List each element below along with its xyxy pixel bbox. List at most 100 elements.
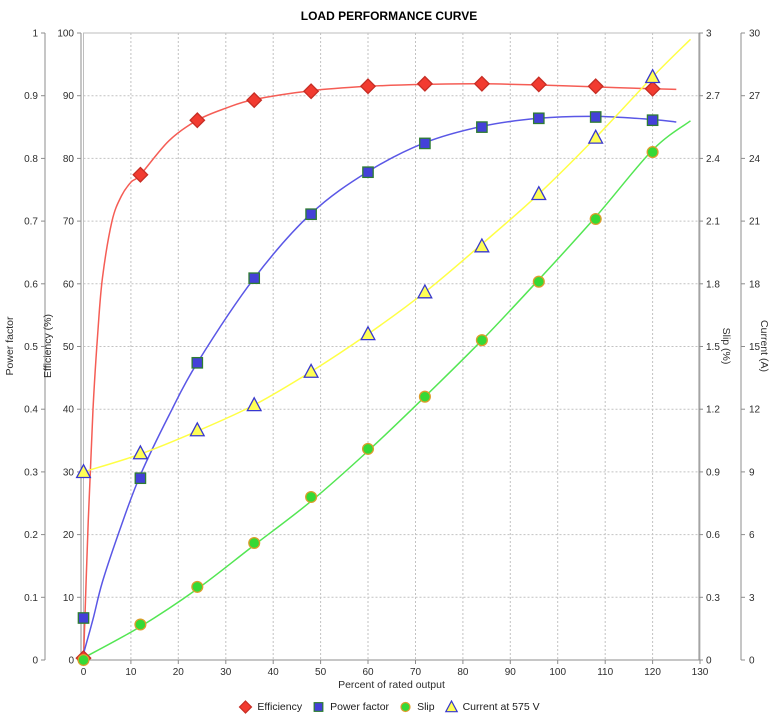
slip-marker bbox=[134, 618, 147, 631]
svg-text:80: 80 bbox=[457, 667, 469, 678]
slip-marker bbox=[361, 442, 375, 455]
current-at-575-v-marker bbox=[473, 237, 490, 253]
power-factor-marker bbox=[532, 112, 545, 125]
slip-marker bbox=[77, 653, 90, 667]
svg-text:0.2: 0.2 bbox=[24, 530, 38, 541]
svg-text:0.4: 0.4 bbox=[24, 405, 38, 416]
axis-slip: 0 0.3 0.6 0.9 1.2 1.5 1.8 2.1 2.4 2.7 3 bbox=[698, 29, 720, 667]
efficiency-marker bbox=[530, 76, 547, 93]
svg-text:10: 10 bbox=[125, 667, 137, 678]
current-at-575-v-marker bbox=[189, 421, 206, 437]
svg-text:0: 0 bbox=[32, 656, 38, 667]
axis-title-slip: Slip (%) bbox=[720, 327, 732, 365]
legend-label-slip: Slip bbox=[417, 701, 435, 713]
svg-text:0.8: 0.8 bbox=[24, 154, 38, 165]
svg-text:0.6: 0.6 bbox=[24, 279, 38, 290]
slip-marker bbox=[646, 146, 659, 159]
svg-text:15: 15 bbox=[749, 342, 761, 353]
svg-text:1.8: 1.8 bbox=[706, 279, 720, 290]
legend-item-current: Current at 575 V bbox=[444, 700, 540, 714]
svg-text:1.2: 1.2 bbox=[706, 405, 720, 416]
legend: Efficiency Power factor Slip Current at … bbox=[0, 696, 778, 718]
svg-text:6: 6 bbox=[749, 530, 755, 541]
legend-item-slip: Slip bbox=[398, 700, 435, 714]
axis-power-factor: 0 0.1 0.2 0.3 0.4 0.5 0.6 0.7 0.8 0.9 1 bbox=[24, 29, 46, 667]
svg-text:24: 24 bbox=[749, 154, 761, 165]
svg-text:0.5: 0.5 bbox=[24, 342, 38, 353]
svg-text:50: 50 bbox=[63, 342, 75, 353]
svg-text:12: 12 bbox=[749, 405, 761, 416]
series-efficiency-line bbox=[82, 83, 677, 661]
svg-text:1: 1 bbox=[32, 29, 38, 40]
x-axis-title: Percent of rated output bbox=[338, 679, 445, 691]
slip-marker bbox=[248, 536, 261, 550]
current-at-575-v-marker bbox=[75, 463, 92, 479]
slip-marker bbox=[418, 390, 431, 403]
series-efficiency-markers bbox=[75, 75, 661, 667]
svg-text:70: 70 bbox=[63, 217, 75, 228]
axis-title-efficiency: Efficiency (%) bbox=[42, 314, 54, 378]
power-factor-marker bbox=[305, 208, 317, 221]
power-factor-marker bbox=[134, 472, 147, 485]
gridlines bbox=[83, 32, 701, 661]
axis-title-power-factor: Power factor bbox=[4, 316, 16, 376]
power-factor-marker bbox=[646, 114, 659, 127]
svg-text:40: 40 bbox=[268, 667, 280, 678]
current-at-575-v-marker bbox=[246, 396, 263, 412]
efficiency-marker bbox=[302, 83, 320, 100]
efficiency-marker bbox=[416, 75, 434, 92]
efficiency-marker bbox=[189, 112, 206, 129]
axis-efficiency: 0 10 20 30 40 50 60 70 80 90 100 bbox=[57, 29, 82, 667]
slip-marker bbox=[475, 334, 488, 347]
svg-text:3: 3 bbox=[706, 29, 712, 40]
svg-text:90: 90 bbox=[63, 91, 75, 102]
chart-title: LOAD PERFORMANCE CURVE bbox=[300, 9, 478, 23]
svg-text:30: 30 bbox=[63, 467, 75, 478]
series-power-factor-markers bbox=[77, 111, 659, 624]
svg-text:0: 0 bbox=[68, 656, 74, 667]
series-current-at-575-v-markers bbox=[75, 68, 661, 479]
svg-text:80: 80 bbox=[63, 154, 75, 165]
power-factor-marker bbox=[77, 612, 90, 624]
efficiency-marker bbox=[587, 78, 604, 95]
svg-text:9: 9 bbox=[749, 467, 755, 478]
current-at-575-v-marker bbox=[416, 283, 433, 299]
svg-text:0.7: 0.7 bbox=[24, 217, 38, 228]
svg-text:2.4: 2.4 bbox=[706, 154, 720, 165]
svg-text:20: 20 bbox=[173, 667, 185, 678]
legend-label-efficiency: Efficiency bbox=[257, 701, 303, 713]
axis-title-current: Current (A) bbox=[758, 320, 770, 372]
svg-text:18: 18 bbox=[749, 279, 761, 290]
svg-text:21: 21 bbox=[749, 217, 761, 228]
svg-text:30: 30 bbox=[220, 667, 232, 678]
svg-text:60: 60 bbox=[63, 279, 75, 290]
svg-text:70: 70 bbox=[410, 667, 422, 678]
current-at-575-v-marker bbox=[303, 363, 320, 378]
current-at-575-v-marker bbox=[644, 68, 661, 84]
svg-text:100: 100 bbox=[57, 29, 74, 40]
efficiency-marker bbox=[644, 80, 661, 97]
slip-marker bbox=[305, 490, 318, 504]
svg-text:2.1: 2.1 bbox=[706, 217, 720, 228]
current-at-575-v-marker bbox=[132, 444, 149, 460]
x-axis: 0 10 20 30 40 50 60 70 80 90 100 110 120 130 bbox=[81, 659, 709, 678]
power-factor-marker bbox=[589, 111, 602, 123]
svg-text:130: 130 bbox=[692, 667, 709, 678]
svg-text:2.7: 2.7 bbox=[706, 91, 720, 102]
svg-text:10: 10 bbox=[63, 593, 75, 604]
current-triangle-icon bbox=[444, 700, 458, 713]
svg-text:30: 30 bbox=[749, 29, 761, 40]
svg-text:0.9: 0.9 bbox=[24, 91, 38, 102]
svg-text:0: 0 bbox=[81, 667, 87, 678]
series-slip-line bbox=[83, 120, 691, 659]
power-factor-square-icon bbox=[313, 702, 324, 712]
legend-item-power-factor: Power factor bbox=[311, 700, 389, 714]
current-at-575-v-marker bbox=[360, 325, 376, 341]
slip-circle-icon bbox=[400, 701, 411, 713]
svg-text:110: 110 bbox=[597, 667, 613, 678]
efficiency-marker bbox=[132, 166, 149, 183]
slip-marker bbox=[532, 275, 545, 288]
svg-text:3: 3 bbox=[749, 593, 755, 604]
slip-marker bbox=[191, 580, 204, 593]
